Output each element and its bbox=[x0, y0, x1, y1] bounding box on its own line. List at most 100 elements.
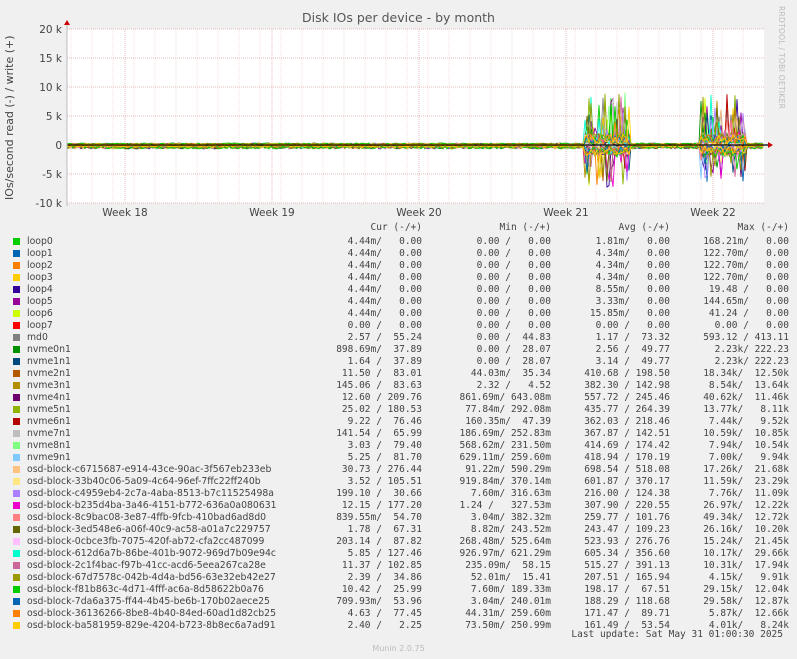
legend-max: 7.76k/ 11.09k bbox=[708, 488, 789, 499]
legend-max: 15.24k/ 21.45k bbox=[703, 536, 789, 547]
legend-avg: 198.17 / 67.51 bbox=[584, 584, 670, 595]
legend-avg: 259.77 / 101.76 bbox=[584, 512, 670, 523]
legend-avg: 362.03 / 218.46 bbox=[584, 416, 670, 427]
header-cur: Cur (-/+) bbox=[370, 222, 422, 233]
legend-series-name: loop6 bbox=[27, 308, 53, 319]
legend-swatch bbox=[13, 250, 20, 257]
legend-avg: 1.17 / 73.32 bbox=[595, 332, 670, 343]
legend-row: nvme5n1 25.02 / 180.53 77.84m/ 292.08m 435.… bbox=[12, 404, 789, 416]
legend-max: 10.31k/ 17.94k bbox=[703, 560, 789, 571]
legend-avg: 605.34 / 356.60 bbox=[584, 548, 670, 559]
munin-version: Munin 2.0.75 bbox=[372, 644, 425, 653]
legend-swatch bbox=[13, 442, 20, 449]
legend-min: 0.00 / 28.07 bbox=[476, 356, 551, 367]
legend-min: 919.84m/ 370.14m bbox=[459, 476, 551, 487]
legend-row: osd-block-f81b863c-4d71-4fff-ac6a-8d5862… bbox=[12, 584, 789, 596]
legend-cur: 2.57 / 55.24 bbox=[347, 332, 422, 343]
legend-min: 3.04m/ 240.01m bbox=[470, 596, 551, 607]
legend-series-name: nvme1n1 bbox=[27, 356, 71, 367]
chart-area: 20 k 15 k 10 k 5 k 0 -5 k -10 k Week 18 Week 19 W… bbox=[35, 20, 773, 219]
y-tick-label: 5 k bbox=[46, 111, 63, 123]
legend-series-name: osd-block-c4959eb4-2c7a-4aba-8513-b7c115… bbox=[27, 488, 274, 499]
legend-series-name: loop4 bbox=[27, 284, 53, 295]
legend-min: 73.50m/ 250.99m bbox=[465, 620, 551, 631]
legend-swatch bbox=[13, 502, 20, 509]
legend-series-name: osd-block-2c1f4bac-f97b-41cc-acd6-5eea26… bbox=[27, 560, 266, 571]
legend-row: nvme8n1 3.03 / 79.40 568.62m/ 231.50m 414.6… bbox=[12, 440, 789, 452]
legend-cur: 709.93m/ 53.96 bbox=[336, 596, 422, 607]
x-axis-arrow bbox=[768, 142, 773, 148]
legend-avg: 515.27 / 391.13 bbox=[584, 560, 670, 571]
legend-swatch bbox=[13, 274, 20, 281]
legend-swatch bbox=[13, 562, 20, 569]
legend-swatch bbox=[13, 454, 20, 461]
legend-swatch bbox=[13, 550, 20, 557]
legend-min: 7.60m/ 189.33m bbox=[470, 584, 551, 595]
legend-avg: 1.81m/ 0.00 bbox=[595, 236, 670, 247]
legend-avg: 207.51 / 165.94 bbox=[584, 572, 670, 583]
legend-min: 568.62m/ 231.50m bbox=[459, 440, 551, 451]
header-avg: Avg (-/+) bbox=[618, 222, 670, 233]
legend-cur: 9.22 / 76.46 bbox=[347, 416, 422, 427]
legend-cur: 4.44m/ 0.00 bbox=[347, 308, 422, 319]
y-tick-label: 20 k bbox=[39, 24, 63, 36]
chart-title: Disk IOs per device - by month bbox=[302, 10, 495, 25]
legend-min: 8.82m/ 243.52m bbox=[470, 524, 551, 535]
legend-max: 29.58k/ 12.87k bbox=[703, 596, 789, 607]
legend-cur: 25.02 / 180.53 bbox=[341, 404, 422, 415]
legend-avg: 410.68 / 198.50 bbox=[584, 368, 670, 379]
legend-swatch bbox=[13, 334, 20, 341]
legend-max: 122.70m/ 0.00 bbox=[703, 260, 789, 271]
legend-cur: 12.60 / 209.76 bbox=[341, 392, 422, 403]
legend-min: 0.00 / 0.00 bbox=[476, 308, 551, 319]
legend-swatch bbox=[13, 490, 20, 497]
legend-swatch bbox=[13, 394, 20, 401]
legend-series-name: osd-block-36136266-8be8-4b40-84ed-60ad1d… bbox=[27, 608, 277, 619]
legend-row: nvme1n1 1.64 / 37.89 0.00 / 28.07 3.14 / 49… bbox=[12, 356, 789, 368]
legend-cur: 10.42 / 25.99 bbox=[341, 584, 422, 595]
header-min: Min (-/+) bbox=[499, 222, 551, 233]
legend-series-name: osd-block-7da6a375-ff44-4b45-be6b-170b02… bbox=[27, 596, 270, 607]
legend-row: loop0 4.44m/ 0.00 0.00 / 0.00 1.81m/ 0.00 16… bbox=[12, 236, 789, 248]
legend-max: 122.70m/ 0.00 bbox=[703, 272, 789, 283]
legend-min: 2.32 / 4.52 bbox=[476, 380, 551, 391]
legend-row: loop4 4.44m/ 0.00 0.00 / 0.00 8.55m/ 0.00 19… bbox=[12, 284, 789, 296]
legend-max: 17.26k/ 21.68k bbox=[703, 464, 789, 475]
header-max: Max (-/+) bbox=[737, 222, 789, 233]
legend-cur: 0.00 / 0.00 bbox=[347, 320, 422, 331]
legend-avg: 367.87 / 142.51 bbox=[584, 428, 670, 439]
legend-series-name: osd-block-c6715687-e914-43ce-90ac-3f567e… bbox=[27, 464, 272, 475]
legend-swatch bbox=[13, 598, 20, 605]
legend-series-name: nvme2n1 bbox=[27, 368, 71, 379]
legend-row: osd-block-36136266-8be8-4b40-84ed-60ad1d… bbox=[12, 608, 789, 620]
legend-row: nvme6n1 9.22 / 76.46 160.35m/ 47.39 362.03 … bbox=[12, 416, 789, 428]
legend-cur: 4.44m/ 0.00 bbox=[347, 272, 422, 283]
legend-avg: 698.54 / 518.08 bbox=[584, 464, 670, 475]
legend-row: loop2 4.44m/ 0.00 0.00 / 0.00 4.34m/ 0.00 12… bbox=[12, 260, 789, 272]
legend-max: 4.15k/ 9.91k bbox=[708, 572, 789, 583]
legend-series-name: osd-block-3ed548e6-a06f-40c9-ac58-a01a7c… bbox=[27, 524, 271, 535]
legend-min: 1.24 / 327.53m bbox=[459, 500, 551, 511]
legend-swatch bbox=[13, 478, 20, 485]
legend-series-name: loop7 bbox=[27, 320, 53, 331]
legend-min: 52.01m/ 15.41 bbox=[470, 572, 551, 583]
legend-swatch bbox=[13, 430, 20, 437]
legend-cur: 4.44m/ 0.00 bbox=[347, 284, 422, 295]
legend-min: 44.31m/ 259.60m bbox=[465, 608, 551, 619]
legend-min: 926.97m/ 621.29m bbox=[459, 548, 551, 559]
legend-min: 0.00 / 28.07 bbox=[476, 344, 551, 355]
legend-swatch bbox=[13, 526, 20, 533]
legend-cur: 1.64 / 37.89 bbox=[347, 356, 422, 367]
legend-series-name: loop2 bbox=[27, 260, 53, 271]
legend-min: 7.60m/ 316.63m bbox=[470, 488, 551, 499]
legend-avg: 4.34m/ 0.00 bbox=[595, 272, 670, 283]
legend-avg: 216.00 / 124.38 bbox=[584, 488, 670, 499]
legend-swatch bbox=[13, 418, 20, 425]
legend-swatch bbox=[13, 262, 20, 269]
legend-min: 268.48m/ 525.64m bbox=[459, 536, 551, 547]
legend-series-name: osd-block-67d7578c-042b-4d4a-bd56-63e32e… bbox=[27, 572, 276, 583]
legend-swatch bbox=[13, 322, 20, 329]
legend-max: 10.59k/ 10.85k bbox=[703, 428, 789, 439]
legend-series-name: osd-block-b235d4ba-3a46-4151-b772-636a0a… bbox=[27, 500, 277, 511]
legend-swatch bbox=[13, 466, 20, 473]
